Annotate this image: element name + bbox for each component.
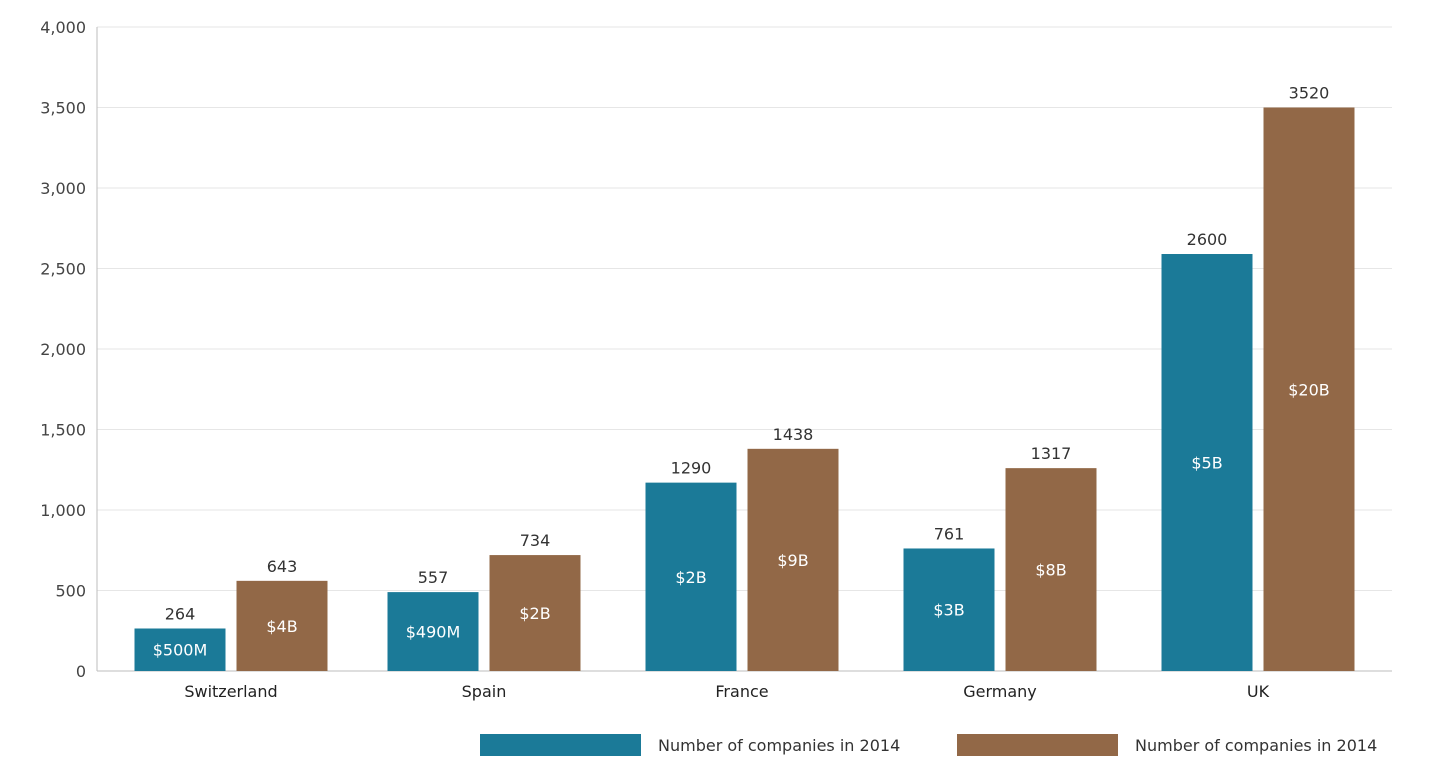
y-tick-label: 1,500 <box>40 421 86 440</box>
x-tick-label: France <box>715 682 768 701</box>
legend-label: Number of companies in 2014 <box>658 736 900 755</box>
bar-inner-label: $2B <box>519 604 550 623</box>
bars: 264 $500M 643 $4B 557 $490M 734 $2B 1290 $2B 1438 $… <box>134 84 1355 671</box>
bar-value-label: 3520 <box>1289 84 1330 103</box>
y-tick-label: 1,000 <box>40 501 86 520</box>
bar <box>236 580 328 671</box>
bar-value-label: 557 <box>418 568 449 587</box>
bar <box>1005 468 1097 671</box>
y-tick-label: 4,000 <box>40 18 86 37</box>
x-tick-label: Spain <box>462 682 507 701</box>
bar-value-label: 1438 <box>773 425 814 444</box>
bar <box>645 482 737 671</box>
bar-inner-label: $20B <box>1288 380 1330 399</box>
x-tick-label: UK <box>1247 682 1270 701</box>
legend: Number of companies in 2014 Number of com… <box>480 734 1377 756</box>
legend-swatch <box>957 734 1118 756</box>
bar <box>747 448 839 671</box>
y-tick-label: 2,500 <box>40 260 86 279</box>
legend-swatch <box>480 734 641 756</box>
bar-value-label: 264 <box>165 604 196 623</box>
bar <box>387 592 479 671</box>
bar-value-label: 1317 <box>1031 444 1072 463</box>
y-tick-label: 3,500 <box>40 99 86 118</box>
y-tick-label: 500 <box>55 582 86 601</box>
y-tick-label: 0 <box>76 662 86 681</box>
y-tick-label: 3,000 <box>40 179 86 198</box>
bar-inner-label: $9B <box>777 551 808 570</box>
bar-value-label: 761 <box>934 524 965 543</box>
bar-value-label: 643 <box>267 557 298 576</box>
bar <box>1161 254 1253 671</box>
bar-value-label: 734 <box>520 531 551 550</box>
grid-lines <box>97 26 1392 591</box>
bar-inner-label: $500M <box>153 641 208 660</box>
bar-inner-label: $2B <box>675 568 706 587</box>
bar-inner-label: $3B <box>933 601 964 620</box>
bar <box>134 628 226 671</box>
bar-inner-label: $490M <box>406 623 461 642</box>
bar <box>489 555 581 671</box>
bar-inner-label: $8B <box>1035 561 1066 580</box>
bar-inner-label: $4B <box>266 617 297 636</box>
bar-inner-label: $5B <box>1191 454 1222 473</box>
bar-value-label: 1290 <box>671 459 712 478</box>
legend-label: Number of companies in 2014 <box>1135 736 1377 755</box>
x-tick-label: Germany <box>963 682 1037 701</box>
bar <box>903 548 995 671</box>
y-tick-label: 2,000 <box>40 340 86 359</box>
bar <box>1263 107 1355 671</box>
bar-value-label: 2600 <box>1187 230 1228 249</box>
x-tick-label: Switzerland <box>184 682 277 701</box>
x-axis: Switzerland Spain France Germany UK <box>184 682 1269 701</box>
